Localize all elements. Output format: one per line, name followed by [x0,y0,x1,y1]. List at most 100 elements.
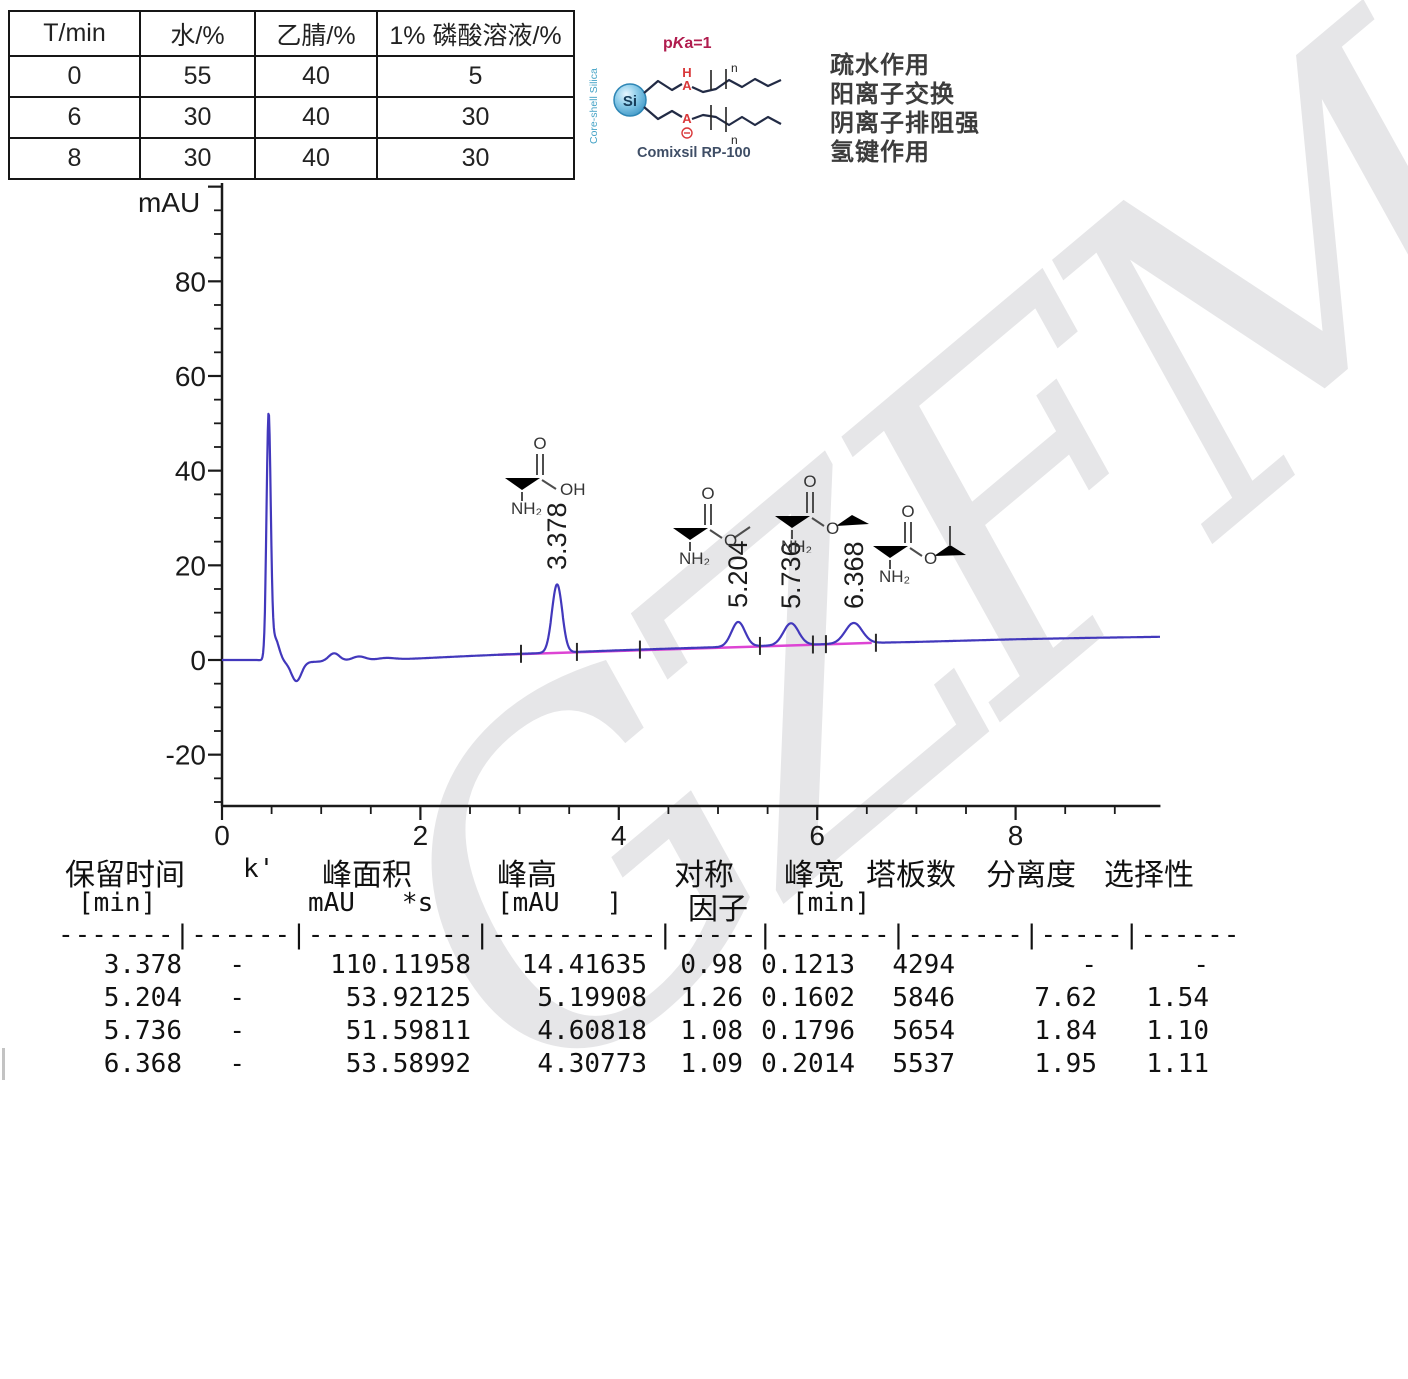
molecule-alanine: O OH NH₂ [505,434,586,515]
result-cell: 14.41635 [521,950,647,980]
result-row: 6.368 - 53.58992 4.30773 1.09 0.2014 5537 1.95 1… [34,1048,1209,1081]
negative-charge-icon [681,127,693,139]
table-cell: 40 [254,55,378,98]
table-cell: 8 [8,137,141,180]
svg-text:O: O [924,549,937,568]
property-line: 阴离子排阻强 [830,110,980,137]
results-table: -------|------|----------|----------|---… [34,854,1241,1081]
table-cell: 30 [139,137,256,180]
svg-text:OH: OH [560,480,586,499]
col-header: 峰宽 [784,859,844,892]
result-cell: 0.2014 [761,1049,855,1079]
col-header: 对称 [674,859,734,892]
svg-text:NH₂: NH₂ [679,549,710,565]
col-header: 保留时间 [65,859,185,892]
result-cell: 4.60818 [537,1016,647,1046]
result-row: 3.378 - 110.11958 14.41635 0.98 0.1213 4294 - - [34,949,1209,982]
axis-tick-label: 6 [809,820,825,851]
result-cell: 53.92125 [345,983,471,1013]
table-cell: 水/% [139,10,256,57]
result-cell: - [1081,950,1097,980]
table-cell: 40 [254,137,378,180]
result-cell: 3.378 [103,950,182,980]
table-cell: 乙腈/% [254,10,378,57]
col-unit: [min] [78,888,157,918]
table-cell: 0 [8,55,141,98]
svg-text:O: O [901,502,914,521]
alkyl-chain-top2 [691,77,782,94]
col-header: 分离度 [986,859,1076,892]
table-cell: 40 [254,96,378,139]
result-row: 5.736 - 51.59811 4.60818 1.08 0.1796 5654 1.84 1… [34,1015,1209,1048]
si-label: Si [623,93,637,110]
result-cell: - [229,1016,245,1046]
table-cell: 1% 磷酸溶液/% [376,10,575,57]
col-header: 选择性 [1104,859,1194,892]
interaction-properties: 疏水作用 阳离子交换 阴离子排阻强 氢键作用 [830,51,980,167]
axis-tick-label: 0 [190,645,206,676]
scan-artifact-mark [2,1048,5,1080]
table-cell: 6 [8,96,141,139]
stationary-phase-diagram: pKa=1 Core-shell Silica Si H A n A n Com… [588,35,782,161]
col-unit: 因子 [688,893,748,926]
svg-text:O: O [803,472,816,491]
table-cell: 55 [139,55,256,98]
result-cell: 1.09 [680,1049,743,1079]
result-cell: 4.30773 [537,1049,647,1079]
svg-text:NH₂: NH₂ [781,537,812,553]
result-cell: 53.58992 [345,1049,471,1079]
col-header: 峰高 [497,859,557,892]
svg-text:O: O [701,484,714,503]
result-cell: 7.62 [1034,983,1097,1013]
result-cell: 1.54 [1146,983,1209,1013]
results-separator: -------|------|----------|----------|---… [58,920,1241,950]
y-axis-unit-label: mAU [138,187,200,218]
table-row: T/min 水/% 乙腈/% 1% 磷酸溶液/% [8,10,575,57]
col-unit: mAU *s [308,888,434,918]
axis-tick-label: 0 [214,820,230,851]
col-unit: [mAU ] [497,888,623,918]
result-cell: - [229,950,245,980]
result-cell: 5846 [892,983,955,1013]
svg-text:NH₂: NH₂ [879,567,910,586]
result-cell: 1.26 [680,983,743,1013]
result-cell: 1.10 [1146,1016,1209,1046]
table-cell: 30 [139,96,256,139]
col-header: k' [243,854,275,884]
a-top-label: A [682,78,692,93]
table-cell: 30 [376,96,575,139]
axis-tick-label: 20 [175,550,206,581]
h-label: H [682,65,691,80]
col-header: 峰面积 [322,859,412,892]
result-cell: - [229,1049,245,1079]
svg-text:O: O [533,434,546,453]
gradient-program-table: T/min 水/% 乙腈/% 1% 磷酸溶液/% 0 55 40 5 6 30 40 30 8 30 40 3… [8,10,575,180]
molecule-alanine-isopropyl-ester: O O NH₂ [873,502,966,586]
property-line: 阳离子交换 [830,81,955,108]
result-cell: 110.11958 [330,950,471,980]
result-cell: 1.95 [1034,1049,1097,1079]
silica-ball [613,83,647,117]
alkyl-chain-bottom [643,106,683,121]
table-cell: 5 [376,55,575,98]
axis-tick-label: -20 [166,740,206,771]
axis-tick-label: 4 [611,820,627,851]
property-line: 疏水作用 [830,52,930,79]
result-cell: 4294 [892,950,955,980]
core-shell-label: Core-shell Silica [588,68,600,144]
chromatogram-trace [221,412,1161,683]
result-cell: 5537 [892,1049,955,1079]
axis-tick-label: 80 [175,266,206,297]
axis-tick-label: 2 [413,820,429,851]
product-name: Comixsil RP-100 [637,145,751,161]
result-cell: 1.11 [1146,1049,1209,1079]
n-top-label: n [731,61,738,75]
alkyl-chain-top [643,79,683,94]
result-cell: 1.08 [680,1016,743,1046]
molecule-alanine-methyl-ester: O O NH₂ [673,484,751,565]
result-cell: 5654 [892,1016,955,1046]
axis-tick-label: 60 [175,361,206,392]
axis-tick-label: 8 [1008,820,1024,851]
svg-text:O: O [826,519,839,538]
result-cell: 0.1213 [761,950,855,980]
